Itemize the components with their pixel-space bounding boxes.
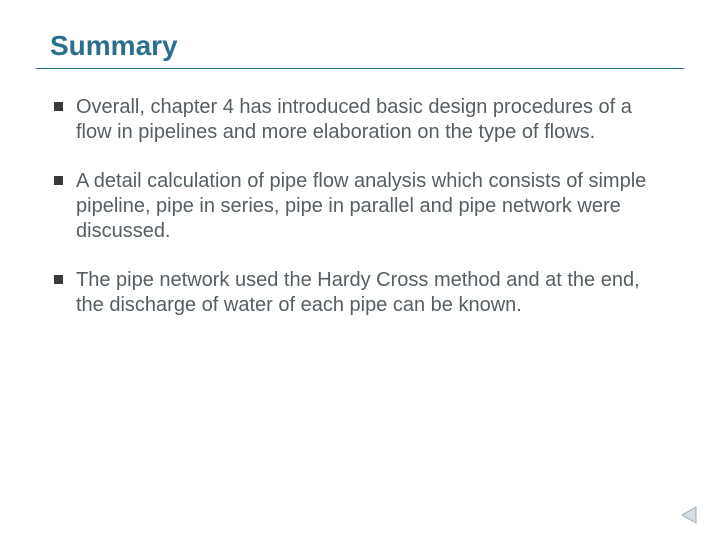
list-item: A detail calculation of pipe flow analys… [54,169,670,244]
list-item: The pipe network used the Hardy Cross me… [54,268,670,318]
bullet-list: Overall, chapter 4 has introduced basic … [50,95,670,318]
triangle-left-icon [678,504,700,526]
bullet-text: The pipe network used the Hardy Cross me… [76,269,640,316]
slide-title: Summary [36,30,684,69]
list-item: Overall, chapter 4 has introduced basic … [54,95,670,145]
bullet-text: A detail calculation of pipe flow analys… [76,170,646,242]
slide: Summary Overall, chapter 4 has introduce… [0,0,720,540]
prev-slide-button[interactable] [678,504,700,526]
bullet-text: Overall, chapter 4 has introduced basic … [76,96,632,143]
